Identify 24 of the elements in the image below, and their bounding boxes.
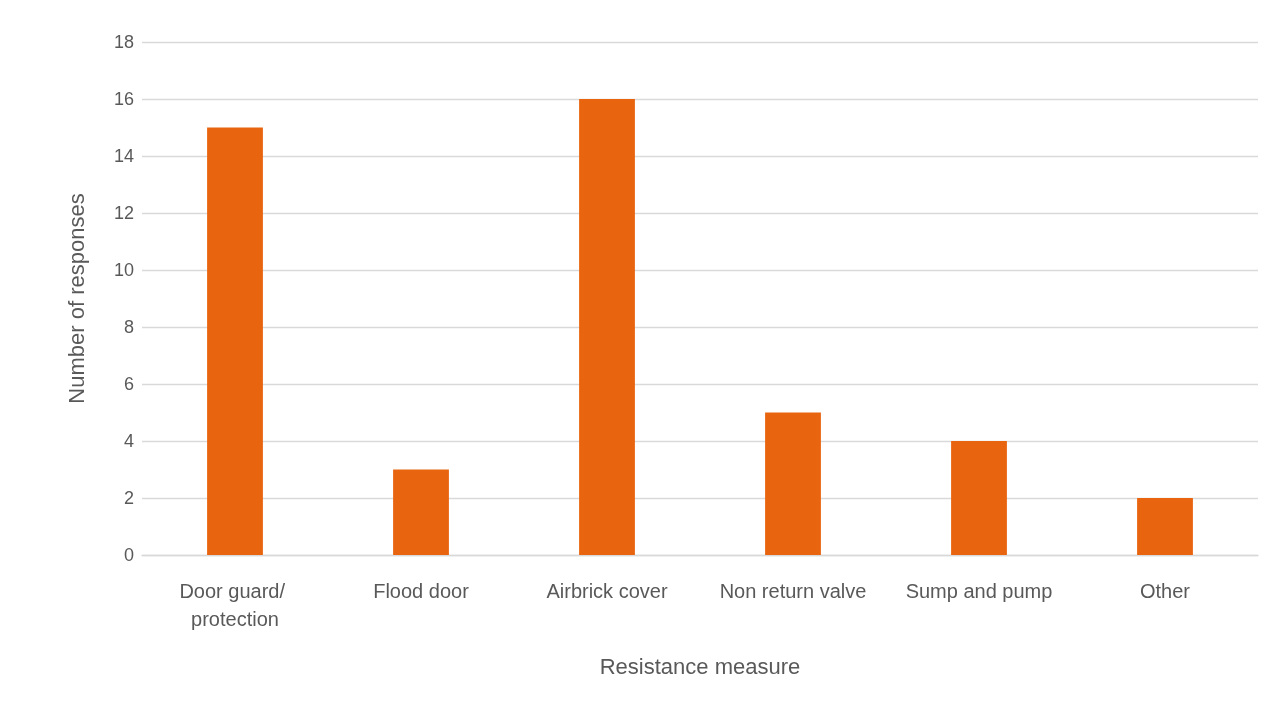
bar (765, 412, 821, 555)
y-tick-label: 4 (123, 431, 134, 451)
y-tick-label: 10 (113, 260, 134, 280)
y-tick-label: 16 (113, 89, 134, 109)
y-tick-label: 8 (123, 317, 134, 337)
y-axis-title: Number of responses (63, 193, 89, 404)
bar (207, 127, 263, 555)
x-tick-label: Airbrick cover (546, 580, 668, 602)
x-tick-label: Other (1139, 580, 1191, 602)
y-tick-label: 6 (123, 374, 134, 394)
bar (393, 469, 449, 555)
y-tick-label: 2 (123, 488, 134, 508)
bar (579, 99, 635, 555)
x-axis-title: Resistance measure (599, 653, 801, 679)
y-tick-label: 18 (113, 32, 134, 52)
x-tick-label: Non return valve (719, 580, 867, 602)
bar (951, 441, 1007, 555)
x-tick-label: Flood door (373, 580, 470, 602)
x-tick-label: Door guard/ protection (179, 580, 291, 630)
x-tick-label: Sump and pump (905, 580, 1053, 602)
y-tick-label: 12 (113, 203, 134, 223)
y-tick-label: 14 (113, 146, 134, 166)
y-tick-label: 0 (123, 545, 134, 565)
bar (1137, 498, 1193, 555)
